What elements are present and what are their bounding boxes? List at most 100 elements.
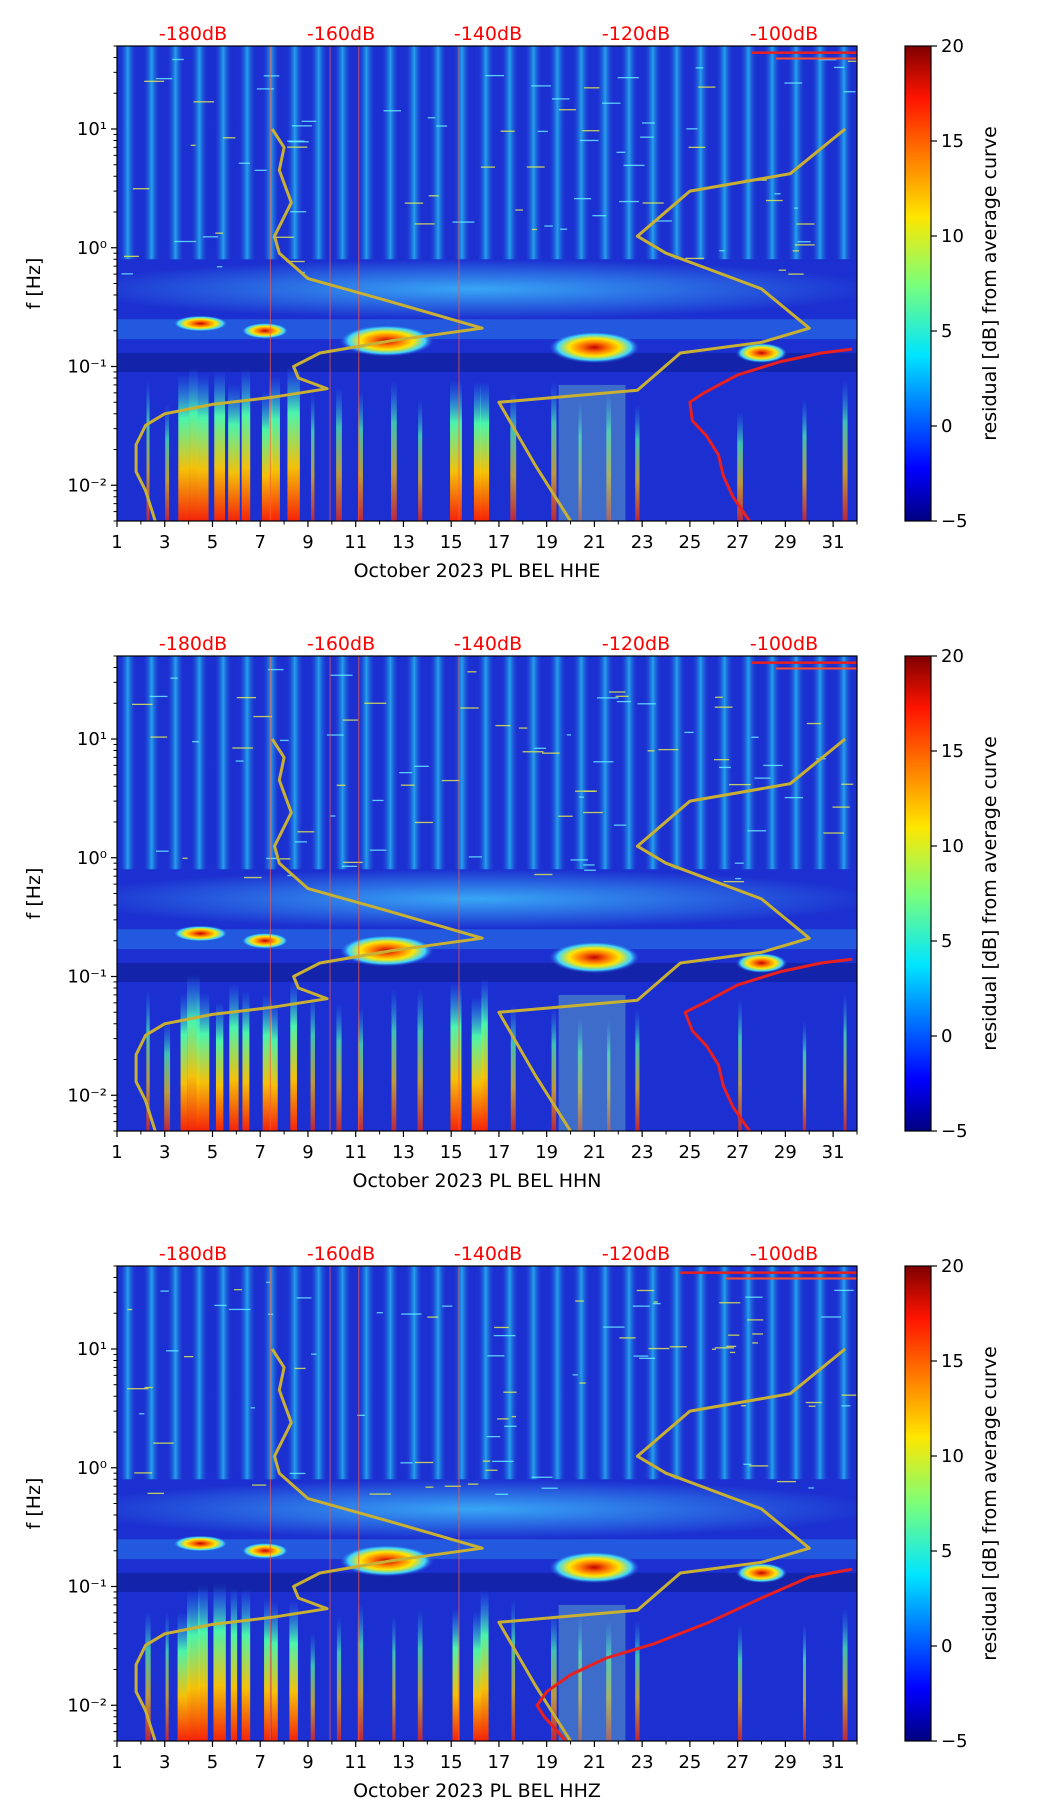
colorbar-tick-label: 5 <box>941 321 952 342</box>
colorbar-tick-label: −5 <box>941 1731 968 1752</box>
spectral-speckle <box>584 869 596 871</box>
diurnal-stripe <box>691 1266 710 1480</box>
diurnal-stripe <box>787 656 806 870</box>
diurnal-stripe <box>548 656 567 870</box>
diurnal-stripe <box>596 656 615 870</box>
x-tick-label: 3 <box>159 1142 170 1163</box>
spectral-speckle <box>632 1305 651 1307</box>
spectral-speckle <box>289 1472 306 1475</box>
spectral-speckle <box>642 202 664 204</box>
spectral-speckle <box>364 702 387 704</box>
spectral-speckle <box>686 128 698 130</box>
diurnal-stripe <box>405 656 424 870</box>
diurnal-stripe <box>787 46 806 260</box>
spectral-speckle <box>342 719 358 721</box>
diurnal-stripe <box>524 656 543 870</box>
microseism-event <box>735 952 788 973</box>
spectral-speckle <box>292 125 312 127</box>
broadband-region <box>558 1604 626 1741</box>
spectral-speckle <box>495 1493 509 1495</box>
spectral-speckle <box>182 857 188 859</box>
x-tick-label: 17 <box>487 1752 510 1773</box>
microseism-band <box>117 929 857 950</box>
spectral-speckle <box>575 790 596 792</box>
spectral-speckle <box>711 1348 716 1350</box>
spectrogram-panel-1: 1 3 5 7 9 11 13 15 17 19 21 23 25 27 29 3110⁻²10⁻¹10⁰10… <box>23 23 1001 582</box>
threshold-curve <box>535 1567 853 1741</box>
x-tick-label: 21 <box>583 1752 606 1773</box>
spectral-speckle <box>235 760 244 762</box>
spectral-speckle <box>427 117 436 119</box>
db-scale-label: -180dB <box>159 23 227 45</box>
low-frequency-spike <box>145 1610 151 1741</box>
spectral-speckle <box>615 695 629 697</box>
spectral-speckle <box>460 707 479 709</box>
colorbar: −5 0 5 10 15 20 residual [dB] from average cur… <box>904 36 1001 532</box>
colorbar-tick-label: 10 <box>941 226 964 247</box>
spectral-speckle <box>794 244 815 246</box>
diurnal-stripe <box>667 46 686 260</box>
spectral-speckle <box>127 1308 133 1311</box>
spectral-speckle <box>480 166 496 168</box>
spectral-speckle <box>741 1405 746 1407</box>
spectral-speckle <box>751 736 759 738</box>
noise-model-curve <box>134 1348 484 1741</box>
low-frequency-spike <box>635 1619 640 1741</box>
low-frequency-spike <box>269 375 280 521</box>
x-tick-label: 31 <box>822 1752 845 1773</box>
spectral-speckle <box>336 784 346 786</box>
colorbar-tick-label: 20 <box>941 36 964 57</box>
spectral-speckle <box>311 1353 317 1355</box>
diurnal-stripe <box>429 1266 448 1480</box>
x-axis-label: October 2023 PL BEL HHZ <box>353 1780 601 1802</box>
top-red-trace <box>775 57 857 60</box>
diurnal-stripe <box>763 1266 782 1480</box>
spectral-speckle <box>468 856 482 858</box>
low-frequency-spike <box>450 380 462 521</box>
spectral-speckle <box>150 736 168 738</box>
spectral-speckle <box>149 695 168 698</box>
x-tick-label: 27 <box>726 532 749 553</box>
spectral-speckle <box>718 766 731 769</box>
low-frequency-spike <box>311 392 315 521</box>
spectral-speckle <box>414 223 435 225</box>
low-frequency-spike <box>480 1590 489 1741</box>
x-tick-label: 29 <box>774 1752 797 1773</box>
spectral-speckle <box>497 1418 509 1420</box>
spectral-speckle <box>765 199 783 202</box>
low-frequency-spike <box>230 1587 238 1741</box>
low-frequency-spike <box>213 1583 226 1741</box>
spectral-speckle <box>715 696 723 698</box>
spectral-speckle <box>268 668 284 671</box>
diurnal-stripe <box>500 46 519 260</box>
diurnal-stripe <box>452 46 471 260</box>
spectral-speckle <box>330 674 353 676</box>
spectral-speckle <box>714 1347 735 1349</box>
spectral-speckle <box>542 752 560 754</box>
spectral-speckle <box>596 697 619 699</box>
y-tick-label: 10⁻² <box>67 475 107 496</box>
low-frequency-spike <box>473 1610 482 1741</box>
spectral-speckle <box>153 1442 174 1444</box>
spectral-speckle <box>531 1476 553 1478</box>
glitch-line <box>458 1266 460 1741</box>
spectral-speckle <box>797 241 811 243</box>
x-axis-label: October 2023 PL BEL HHE <box>354 560 601 582</box>
microseism-band <box>117 319 857 340</box>
spectral-speckle <box>233 1289 243 1291</box>
spectral-speckle <box>172 58 184 61</box>
microseism-event <box>172 1535 229 1552</box>
x-tick-label: 31 <box>822 532 845 553</box>
low-frequency-spike <box>164 1020 171 1131</box>
x-tick-label: 7 <box>254 532 265 553</box>
top-red-trace <box>775 667 857 670</box>
spectral-speckle <box>778 269 787 271</box>
diurnal-stripe <box>357 46 376 260</box>
spectral-speckle <box>425 1486 434 1488</box>
low-frequency-spike <box>310 1633 315 1741</box>
low-frequency-spike <box>480 381 490 521</box>
y-axis-label: f [Hz] <box>23 868 45 920</box>
spectral-speckle <box>642 122 655 124</box>
x-tick-label: 13 <box>392 532 415 553</box>
spectral-speckle <box>572 1374 578 1376</box>
